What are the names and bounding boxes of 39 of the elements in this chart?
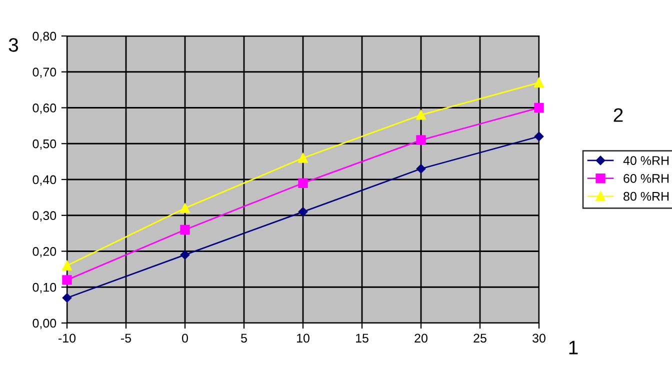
point: [416, 135, 426, 145]
legend-label: 80 %RH: [624, 192, 669, 201]
point: [416, 164, 426, 174]
point: [62, 260, 72, 270]
point: [534, 78, 544, 88]
point: [180, 224, 190, 235]
y-tick-label: 0,40: [32, 175, 56, 186]
point: [534, 132, 544, 142]
y-tick-label: 0,10: [32, 282, 56, 294]
y-axis-title: 3: [8, 38, 18, 52]
x-tick-label: -10: [58, 334, 76, 343]
y-tick-label: 0,30: [32, 211, 56, 222]
point: [298, 178, 308, 188]
y-tick-label: 0,60: [32, 104, 56, 114]
legend-title: 2: [614, 108, 623, 122]
y-tick-label: 0,80: [32, 32, 56, 42]
x-tick-label: 20: [414, 334, 428, 343]
x-tick-label: 5: [241, 334, 247, 343]
y-tick-label: 0,50: [32, 139, 56, 150]
x-tick-label: 10: [297, 334, 310, 343]
x-tick-label: 25: [474, 334, 486, 343]
legend-label: 60 %RH: [624, 174, 669, 183]
y-tick-label: 0,70: [32, 68, 56, 78]
x-tick-label: 15: [356, 334, 368, 343]
point: [416, 110, 426, 120]
legend-label: 40 %RH: [623, 156, 669, 165]
point: [298, 153, 308, 163]
x-tick-label: -5: [121, 334, 132, 343]
point: [534, 102, 544, 113]
point: [180, 250, 190, 260]
point: [62, 293, 72, 303]
point: [298, 207, 308, 216]
y-tick-label: 0,20: [32, 247, 56, 258]
y-tick-label: 0,00: [32, 318, 56, 330]
x-tick-label: 30: [532, 334, 546, 343]
point: [180, 203, 190, 214]
x-tick-label: 0: [182, 334, 188, 343]
x-axis-title: 1: [569, 340, 578, 354]
point: [62, 275, 72, 285]
